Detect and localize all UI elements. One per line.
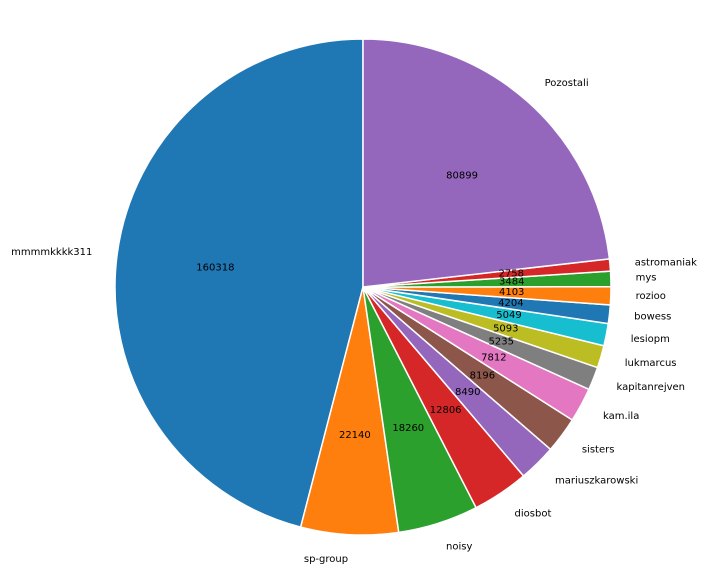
slice-value-bowess: 4204 — [498, 298, 523, 309]
slice-value-diosbot: 12806 — [430, 405, 462, 416]
slice-value-mariuszkarowski: 8490 — [455, 387, 480, 398]
pie-slice-mmmmkkkk311 — [114, 38, 364, 528]
slice-label-kam-ila: kam.ila — [603, 411, 639, 422]
slice-value-rozioo: 4103 — [499, 287, 524, 298]
slice-value-sp-group: 22140 — [339, 430, 371, 441]
slice-label-lesiopm: lesiopm — [631, 334, 670, 345]
slice-value-mys: 3484 — [499, 277, 524, 288]
slice-label-pozostali: Pozostali — [545, 78, 589, 89]
slice-value-pozostali: 80899 — [446, 170, 478, 181]
slice-label-noisy: noisy — [446, 541, 472, 552]
slice-label-kapitanrejven: kapitanrejven — [617, 382, 686, 393]
slice-value-lukmarcus: 5093 — [493, 323, 518, 334]
slice-value-astromaniak: 2758 — [498, 268, 523, 279]
slice-label-sisters: sisters — [582, 444, 615, 455]
slice-value-kam-ila: 7812 — [481, 352, 506, 363]
slice-value-sisters: 8196 — [470, 370, 495, 381]
slice-label-lukmarcus: lukmarcus — [625, 358, 677, 369]
pie-slices — [114, 38, 612, 536]
slice-label-diosbot: diosbot — [515, 508, 552, 519]
pie-labels: mmmmkkkk311 160318 sp-group 22140 noisy 18260… — [11, 78, 697, 565]
pie-slice-pozostali — [362, 38, 611, 288]
slice-label-mmmmkkkk311: mmmmkkkk311 — [11, 247, 92, 258]
slice-label-astromaniak: astromaniak — [635, 257, 697, 268]
slice-label-bowess: bowess — [634, 312, 671, 323]
slice-label-rozioo: rozioo — [636, 291, 666, 302]
slice-label-sp-group: sp-group — [304, 554, 348, 565]
slice-label-mys: mys — [636, 273, 657, 284]
slice-value-kapitanrejven: 5235 — [489, 336, 514, 347]
slice-label-mariuszkarowski: mariuszkarowski — [555, 475, 638, 486]
slice-value-noisy: 18260 — [392, 423, 424, 434]
slice-value-mmmmkkkk311: 160318 — [196, 263, 234, 274]
slice-value-lesiopm: 5049 — [496, 310, 521, 321]
